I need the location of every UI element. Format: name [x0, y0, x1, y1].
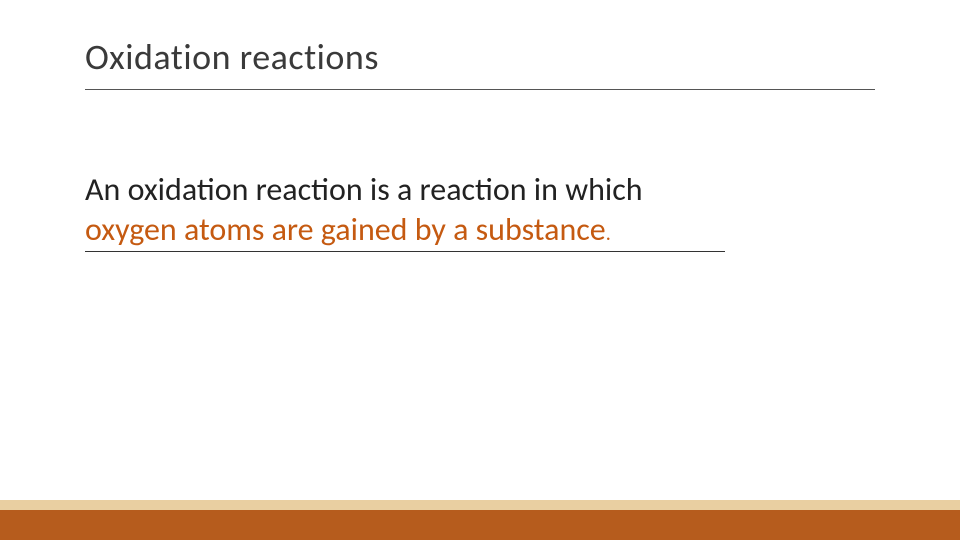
footer-light-stripe	[0, 500, 960, 510]
answer-blank: oxygen atoms are gained by a substance.	[85, 210, 725, 252]
slide: Oxidation reactions An oxidation reactio…	[0, 0, 960, 540]
answer-text: oxygen atoms are gained by a substance	[85, 210, 606, 249]
footer-decoration	[0, 500, 960, 540]
title-underline	[85, 89, 875, 90]
slide-body: An oxidation reaction is a reaction in w…	[85, 170, 875, 252]
body-intro-line: An oxidation reaction is a reaction in w…	[85, 170, 875, 210]
answer-period: .	[606, 222, 611, 246]
slide-title: Oxidation reactions	[85, 35, 875, 79]
footer-dark-stripe	[0, 510, 960, 540]
